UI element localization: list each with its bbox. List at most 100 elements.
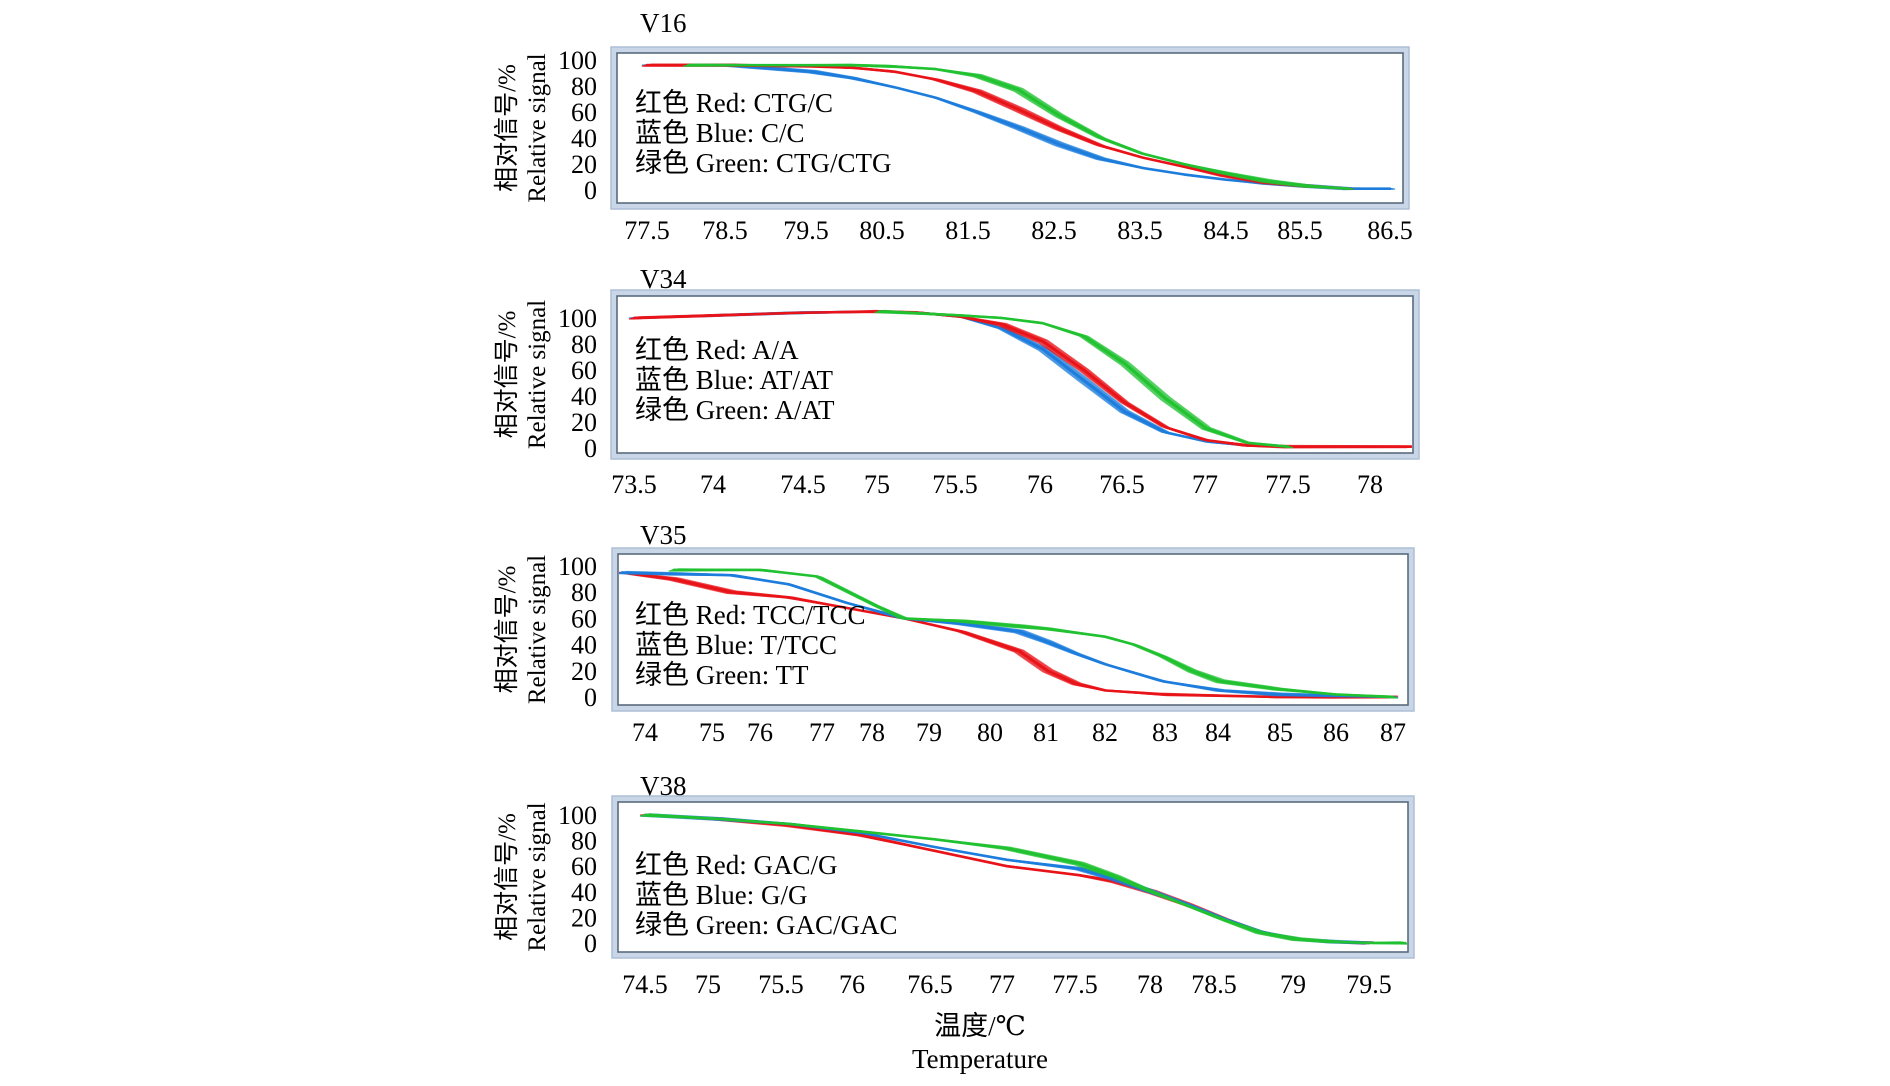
y-axis-label-english: Relative signal <box>524 555 551 704</box>
x-tick-label: 76 <box>839 970 865 999</box>
x-tick-label: 80.5 <box>859 216 905 245</box>
y-tick-label: 80 <box>571 72 597 101</box>
legend-entry: 蓝色 Blue: G/G <box>635 880 808 910</box>
y-tick-label: 60 <box>571 852 597 881</box>
plot-area <box>617 801 1409 953</box>
y-tick-label: 60 <box>571 356 597 385</box>
legend-entry: 蓝色 Blue: T/TCC <box>635 630 837 660</box>
x-tick-label: 77.5 <box>1265 470 1311 499</box>
y-tick-label: 20 <box>571 150 597 179</box>
x-tick-label: 75 <box>699 718 725 747</box>
x-tick-label: 77 <box>989 970 1015 999</box>
y-axis-label-chinese: 相对信号/% <box>493 566 521 694</box>
y-axis-label-chinese: 相对信号/% <box>493 311 521 439</box>
x-tick-label: 82.5 <box>1031 216 1077 245</box>
legend-entry: 绿色 Green: CTG/CTG <box>635 148 891 178</box>
x-tick-label: 77.5 <box>1052 970 1098 999</box>
x-tick-label: 77 <box>1192 470 1218 499</box>
legend-entry: 蓝色 Blue: AT/AT <box>635 365 834 395</box>
x-tick-label: 79.5 <box>1346 970 1392 999</box>
plot-area <box>616 295 1414 454</box>
x-tick-label: 73.5 <box>611 470 657 499</box>
x-axis-label-english: Temperature <box>912 1044 1048 1074</box>
panel-title: V16 <box>640 8 687 38</box>
y-tick-label: 20 <box>571 903 597 932</box>
x-tick-label: 78 <box>859 718 885 747</box>
curves-group <box>628 309 1412 449</box>
melting-curve-line <box>625 571 1399 698</box>
y-tick-label: 40 <box>571 382 597 411</box>
plot-area <box>616 52 1404 204</box>
y-tick-label: 20 <box>571 408 597 437</box>
x-tick-label: 84 <box>1205 718 1231 747</box>
x-tick-label: 87 <box>1380 718 1406 747</box>
x-tick-label: 74.5 <box>780 470 826 499</box>
panel-title: V38 <box>640 771 687 801</box>
x-tick-label: 76.5 <box>907 970 953 999</box>
y-axis-label-chinese: 相对信号/% <box>493 64 521 192</box>
y-tick-label: 0 <box>584 434 597 463</box>
y-tick-label: 60 <box>571 604 597 633</box>
curves-group <box>639 813 1407 945</box>
x-tick-label: 83 <box>1152 718 1178 747</box>
x-tick-label: 74 <box>632 718 658 747</box>
melting-curve-line <box>648 813 1407 945</box>
x-tick-label: 81.5 <box>945 216 991 245</box>
legend-entry: 红色 Red: A/A <box>635 335 799 365</box>
y-tick-label: 100 <box>558 552 597 581</box>
y-tick-label: 20 <box>571 657 597 686</box>
melting-curve-line <box>625 570 1399 699</box>
x-tick-label: 77 <box>809 718 835 747</box>
legend-entry: 红色 Red: TCC/TCC <box>635 600 866 630</box>
y-tick-label: 100 <box>558 46 597 75</box>
x-tick-label: 74 <box>700 470 726 499</box>
y-tick-label: 40 <box>571 631 597 660</box>
x-tick-label: 86.5 <box>1367 216 1413 245</box>
x-tick-label: 78.5 <box>702 216 748 245</box>
curves-group <box>619 568 1399 699</box>
y-axis-label-english: Relative signal <box>524 53 551 202</box>
x-tick-label: 79 <box>916 718 942 747</box>
x-tick-label: 75 <box>864 470 890 499</box>
melting-curve-line <box>637 311 1412 447</box>
legend-entry: 蓝色 Blue: C/C <box>635 118 805 148</box>
x-tick-label: 83.5 <box>1117 216 1163 245</box>
x-tick-label: 75.5 <box>932 470 978 499</box>
y-tick-label: 80 <box>571 827 597 856</box>
x-tick-label: 85.5 <box>1277 216 1323 245</box>
y-tick-label: 40 <box>571 878 597 907</box>
x-tick-label: 75 <box>695 970 721 999</box>
x-tick-label: 74.5 <box>622 970 668 999</box>
y-tick-label: 0 <box>584 929 597 958</box>
x-tick-label: 75.5 <box>758 970 804 999</box>
y-tick-label: 0 <box>584 176 597 205</box>
panel-title: V34 <box>640 264 687 294</box>
x-tick-label: 76 <box>747 718 773 747</box>
x-tick-label: 81 <box>1033 718 1059 747</box>
y-axis-label-english: Relative signal <box>524 802 551 951</box>
curves-group <box>641 63 1396 191</box>
y-tick-label: 0 <box>584 683 597 712</box>
y-tick-label: 60 <box>571 98 597 127</box>
panel-title: V35 <box>640 520 687 550</box>
x-axis-label-chinese: 温度/℃ <box>934 1011 1026 1041</box>
melting-curve-line <box>882 309 1294 449</box>
x-tick-label: 78 <box>1137 970 1163 999</box>
legend-entry: 红色 Red: GAC/G <box>635 850 838 880</box>
y-tick-label: 80 <box>571 330 597 359</box>
x-tick-label: 79.5 <box>783 216 829 245</box>
legend-entry: 绿色 Green: A/AT <box>635 395 835 425</box>
legend-entry: 绿色 Green: GAC/GAC <box>635 910 897 940</box>
x-tick-label: 78 <box>1357 470 1383 499</box>
x-tick-label: 76.5 <box>1099 470 1145 499</box>
x-tick-label: 76 <box>1027 470 1053 499</box>
melting-curve-line <box>691 63 1354 190</box>
x-tick-label: 79 <box>1280 970 1306 999</box>
y-axis-label-english: Relative signal <box>524 300 551 449</box>
